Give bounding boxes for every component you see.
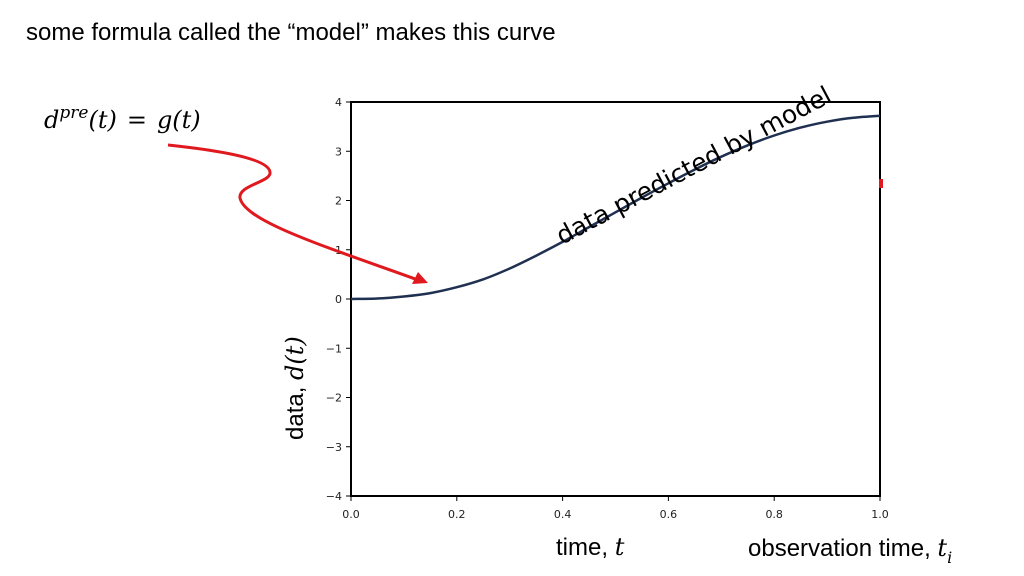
x-axis-ticks: 0.0 0.2 0.4 0.6 0.8 1.0 [342,496,889,521]
formula-lhs-base: d [44,106,59,134]
formula-rhs: g(t) [157,106,201,134]
x-tick-label: 0.6 [660,508,678,521]
y-axis-label: data, d(t) [281,336,309,440]
x-tick-label: 0.0 [342,508,360,521]
y-tick-label: 4 [335,96,342,109]
model-formula: dpre(t) = g(t) [44,103,201,134]
svg-text:dpre(t)=g(t): dpre(t) = g(t) [44,103,201,134]
x-tick-label: 0.8 [765,508,783,521]
curve-annotation: data predicted by model [551,80,836,250]
y-tick-label: 0 [335,293,342,306]
formula-equals: = [127,106,147,134]
y-tick-label: 2 [335,195,342,208]
formula-lhs-superscript: pre [59,103,88,123]
x-tick-label: 1.0 [871,508,889,521]
x-tick-label: 0.4 [554,508,572,521]
y-tick-label: −2 [326,392,342,405]
y-tick-label: −4 [326,490,342,503]
formula-lhs-argument: (t) [88,106,116,134]
pointer-arrow [167,143,428,284]
x-axis-label: time, t [556,533,625,561]
x-tick-label: 0.2 [448,508,466,521]
observation-edge-marker [879,179,883,188]
plot-frame [350,101,881,497]
slide-title: some formula called the “model” makes th… [26,19,556,46]
model-curve [350,114,881,301]
y-tick-label: 3 [335,145,342,158]
y-tick-label: −1 [326,342,342,355]
observation-time-label: observation time, ti [748,534,952,567]
y-tick-label: −3 [326,441,342,454]
